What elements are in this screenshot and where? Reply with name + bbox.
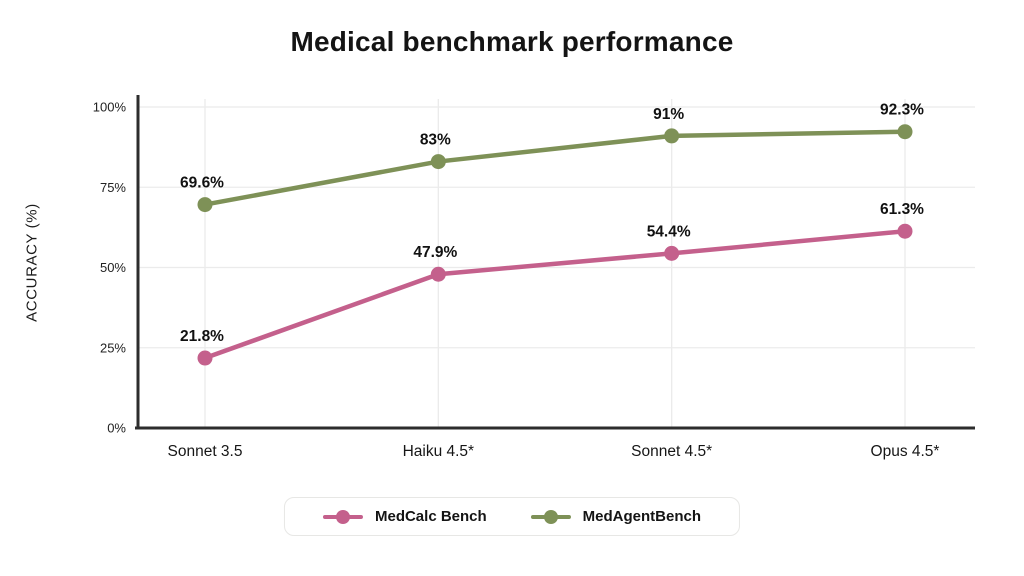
x-category-label: Sonnet 4.5* — [631, 443, 712, 460]
data-point-label: 92.3% — [880, 102, 924, 119]
data-point-label: 91% — [653, 106, 684, 123]
data-point-label: 21.8% — [180, 328, 224, 345]
y-tick-label: 0% — [107, 421, 126, 436]
x-category-label: Opus 4.5* — [871, 443, 940, 460]
series-line — [202, 228, 908, 361]
data-point — [897, 124, 913, 140]
legend-item-medagentbench: MedAgentBench — [530, 508, 702, 525]
chart-legend: MedCalc Bench MedAgentBench — [283, 497, 741, 536]
data-point-label: 83% — [420, 132, 451, 149]
medagentbench-marker-icon — [530, 509, 571, 524]
data-point-label: 69.6% — [180, 175, 224, 192]
data-point — [197, 197, 213, 213]
data-point — [897, 223, 913, 239]
line-chart-svg: 0% 25% 50% 75% 100% Sonnet 3.5 Haiku 4.5* Sonne… — [93, 95, 975, 460]
legend-label-medcalc-bench: MedCalc Bench — [374, 508, 487, 525]
chart-title: Medical benchmark performance — [290, 26, 734, 57]
data-point — [664, 128, 680, 144]
data-point — [430, 154, 446, 170]
data-point — [664, 245, 680, 261]
data-point — [430, 266, 446, 282]
legend-item-medcalc-bench: MedCalc Bench — [322, 508, 487, 525]
y-tick-label: 50% — [100, 260, 126, 275]
data-point-label: 47.9% — [413, 244, 457, 261]
x-category-label: Sonnet 3.5 — [168, 443, 243, 460]
medcalc-bench-marker-icon — [322, 509, 363, 524]
legend-dot — [543, 509, 558, 524]
legend-label-medagentbench: MedAgentBench — [582, 508, 702, 525]
y-tick-label: 75% — [100, 180, 126, 195]
data-point-label: 54.4% — [647, 223, 691, 240]
data-point — [197, 350, 213, 366]
data-point-label: 61.3% — [880, 201, 924, 218]
series-line — [202, 129, 908, 207]
y-tick-label: 25% — [100, 340, 126, 355]
x-category-label: Haiku 4.5* — [403, 443, 475, 460]
legend-dot — [335, 509, 350, 524]
y-tick-label: 100% — [93, 100, 127, 115]
